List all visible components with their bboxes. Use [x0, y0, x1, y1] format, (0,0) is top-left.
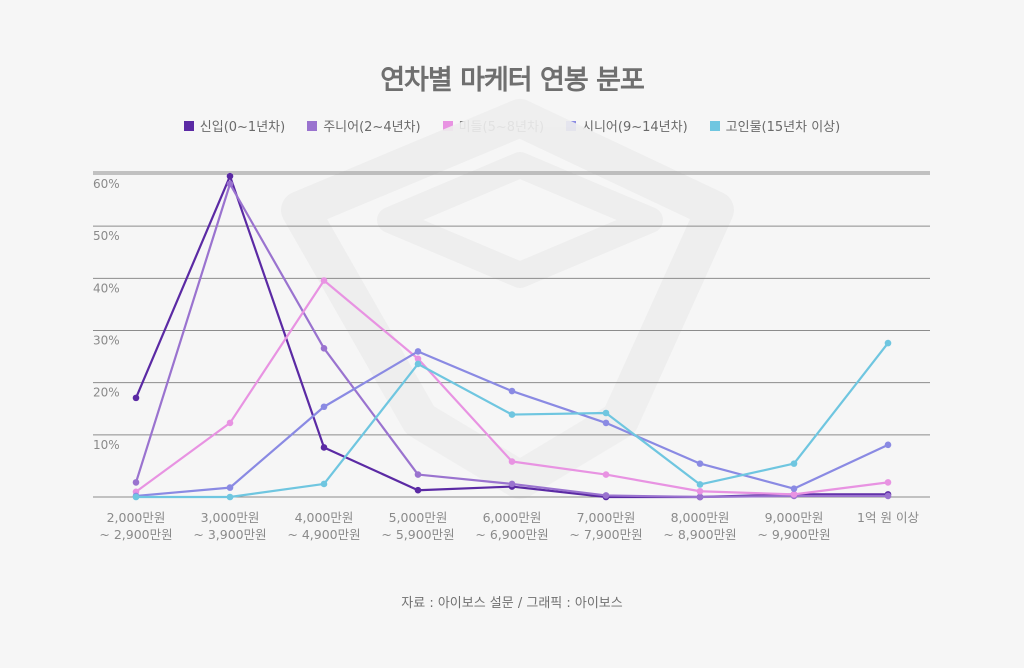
data-point — [884, 479, 892, 486]
series-3 — [132, 277, 892, 498]
legend-swatch — [442, 120, 453, 131]
data-point — [602, 471, 610, 478]
data-point — [884, 492, 892, 500]
data-point — [320, 480, 328, 488]
x-tick-label: 5,000만원 ~ 5,900만원 — [381, 510, 454, 542]
watermark-logo — [281, 99, 734, 499]
data-point — [790, 460, 798, 467]
x-tick-label: 2,000만원 ~ 2,900만원 — [99, 510, 172, 542]
data-point — [696, 481, 704, 488]
data-point — [320, 403, 328, 411]
data-point — [884, 441, 892, 449]
x-tick-label: 6,000만원 ~ 6,900만원 — [475, 510, 548, 542]
data-point — [602, 419, 610, 427]
x-tick-label: 7,000만원 ~ 7,900만원 — [569, 510, 642, 542]
series-line — [134, 175, 888, 499]
data-point — [226, 180, 234, 188]
legend-swatch — [307, 120, 318, 131]
data-point — [696, 487, 704, 495]
legend-label: 시니어(9~14년차) — [582, 120, 688, 135]
data-point — [414, 355, 422, 363]
data-point — [226, 493, 234, 501]
data-point — [320, 444, 328, 451]
chart-legend: 신입(0~1년차) 주니어(2~4년차) 미들(5~8년차) 시니어(9~14년차) 고… — [0, 116, 1024, 135]
data-point — [132, 479, 140, 486]
data-point — [508, 458, 516, 465]
x-tick-label: 1억 원 이상 — [857, 510, 919, 525]
y-tick-label: 30% — [93, 334, 120, 348]
data-point — [132, 493, 140, 501]
legend-item: 고인물(15년차 이상) — [709, 116, 841, 135]
data-point — [884, 339, 892, 347]
x-tick-label: 8,000만원 ~ 8,900만원 — [663, 510, 736, 542]
legend-swatch — [183, 120, 194, 131]
y-tick-label: 20% — [93, 386, 120, 400]
series-1 — [132, 172, 892, 501]
data-point — [790, 491, 798, 498]
y-tick-label: 10% — [93, 438, 120, 452]
legend-label: 주니어(2~4년차) — [323, 120, 421, 135]
data-point — [414, 486, 422, 494]
x-tick-label: 3,000만원 ~ 3,900만원 — [193, 510, 266, 542]
data-point — [226, 419, 234, 427]
chart-title: 연차별 마케터 연봉 분포 — [380, 65, 645, 96]
data-point — [132, 394, 140, 402]
data-point — [696, 493, 704, 501]
legend-label: 신입(0~1년차) — [199, 120, 286, 135]
data-point — [508, 480, 516, 488]
y-tick-label: 40% — [93, 281, 120, 295]
data-point — [414, 471, 422, 478]
legend-item: 신입(0~1년차) — [183, 116, 286, 135]
data-point — [508, 411, 516, 418]
data-point — [790, 485, 798, 492]
data-point — [320, 345, 328, 352]
data-point — [226, 172, 234, 180]
x-tick-label: 9,000만원 ~ 9,900만원 — [757, 510, 830, 542]
source-credit: 자료 : 아이보스 설문 / 그래픽 : 아이보스 — [401, 596, 623, 611]
data-point — [226, 484, 234, 491]
y-tick-label: 60% — [93, 177, 120, 191]
data-point — [602, 409, 610, 417]
data-point — [320, 277, 328, 284]
legend-label: 고인물(15년차 이상) — [725, 120, 841, 135]
series-5 — [132, 339, 892, 501]
legend-swatch — [709, 120, 720, 131]
data-point — [602, 492, 610, 499]
data-point — [508, 387, 516, 395]
data-point — [414, 360, 422, 368]
legend-item: 주니어(2~4년차) — [307, 116, 421, 135]
data-point — [696, 460, 704, 467]
y-tick-label: 50% — [93, 229, 120, 243]
data-point — [414, 348, 422, 355]
series-2 — [132, 180, 892, 501]
x-tick-label: 4,000만원 ~ 4,900만원 — [287, 510, 360, 542]
